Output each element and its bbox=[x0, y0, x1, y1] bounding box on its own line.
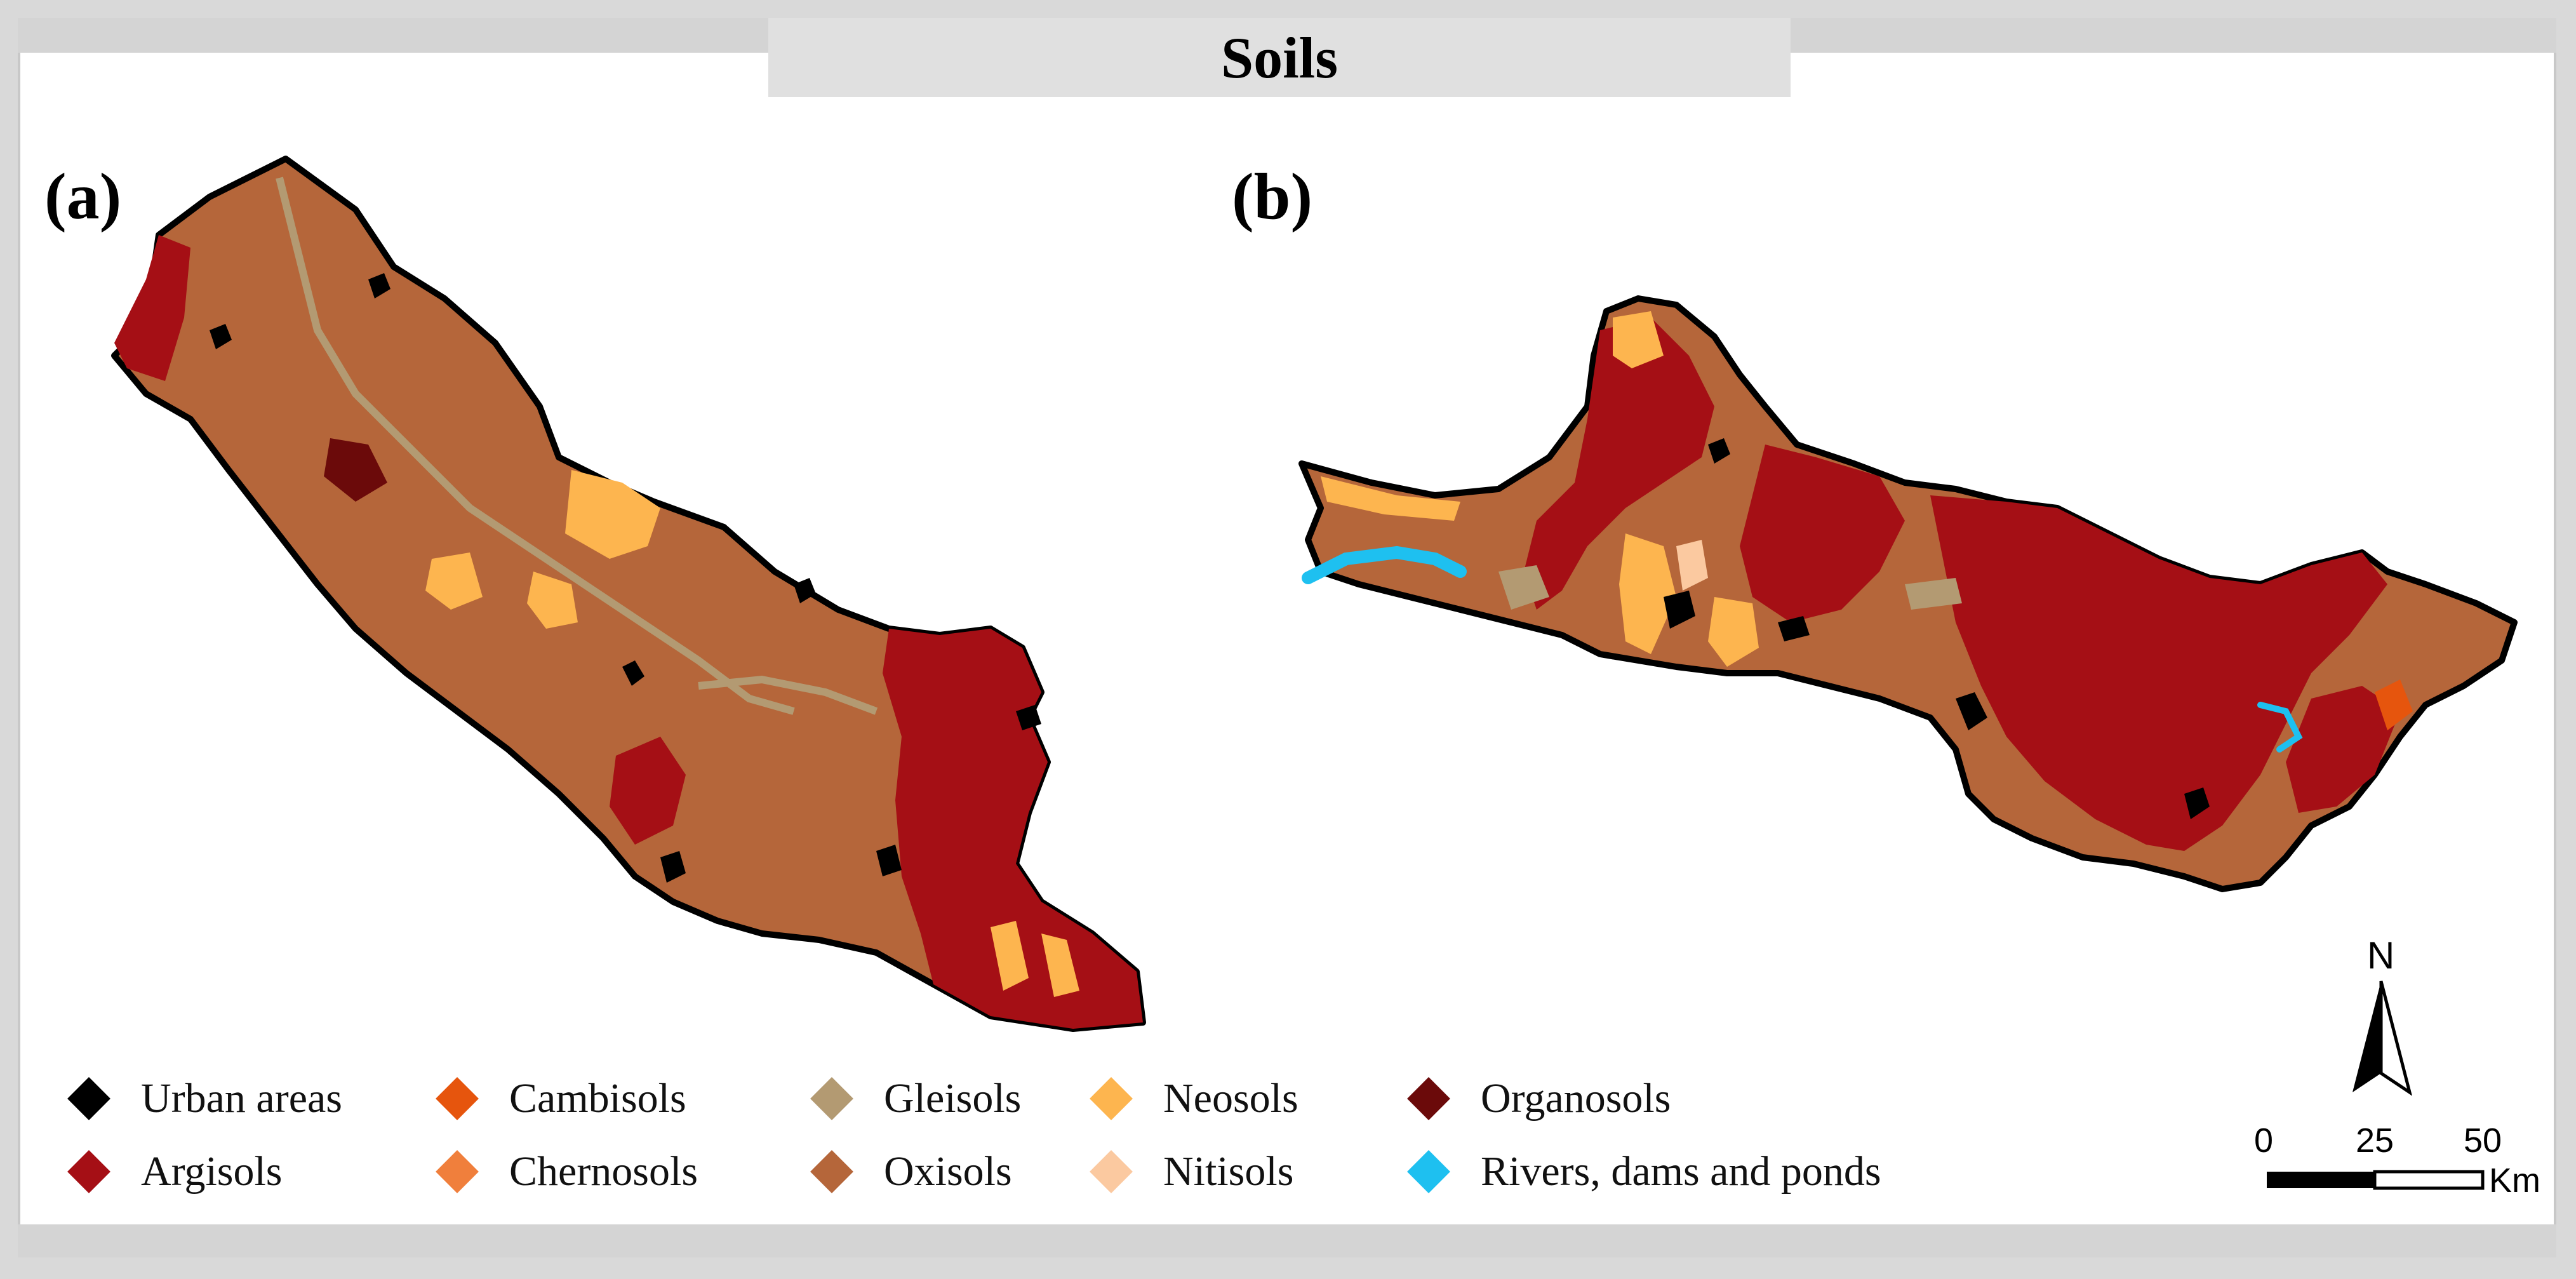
map-a-neosols-2 bbox=[425, 552, 483, 610]
map-a-urban-5 bbox=[876, 845, 902, 876]
map-b-gleisols-2 bbox=[1905, 578, 1962, 610]
map-a-urban-7 bbox=[794, 578, 816, 603]
panel-label-b: (b) bbox=[1232, 160, 1313, 233]
map-b-neosols-3 bbox=[1708, 597, 1759, 667]
legend-label: Argisols bbox=[141, 1148, 283, 1195]
map-a-urban-2 bbox=[210, 324, 232, 349]
legend-label: Nitisols bbox=[1163, 1148, 1294, 1195]
map-b-urban-5 bbox=[1708, 438, 1730, 464]
legend-item-gleisols: Gleisols bbox=[806, 1073, 1021, 1124]
legend-label: Organosols bbox=[1481, 1075, 1671, 1122]
legend-label: Rivers, dams and ponds bbox=[1481, 1148, 1881, 1195]
scale-bar-icon bbox=[2267, 1170, 2485, 1190]
legend-item-oxisols: Oxisols bbox=[806, 1146, 1012, 1197]
title-box: Soils bbox=[768, 18, 1791, 97]
map-b-river-2 bbox=[2257, 702, 2303, 753]
map-b-argisols-2 bbox=[1740, 445, 1905, 622]
map-b-gleisols-1 bbox=[1498, 565, 1549, 610]
map-a-argisols-center bbox=[610, 737, 686, 845]
scale-unit: Km bbox=[2489, 1162, 2540, 1200]
map-a bbox=[111, 156, 1146, 1032]
legend-swatch bbox=[1090, 1150, 1133, 1193]
map-a-gleisols-2 bbox=[698, 675, 878, 715]
map-b-urban-4 bbox=[2184, 787, 2210, 819]
north-letter: N bbox=[2367, 934, 2395, 977]
map-b-urban-2 bbox=[1778, 616, 1810, 641]
map-a-neosols-east bbox=[991, 921, 1079, 997]
map-a-organosols bbox=[324, 438, 387, 502]
legend-swatch bbox=[1407, 1077, 1450, 1120]
map-a-urban-3 bbox=[622, 660, 644, 686]
map-a-urban-4 bbox=[660, 851, 686, 883]
map-b-nitisols bbox=[1676, 540, 1708, 591]
legend-swatch bbox=[436, 1077, 479, 1120]
map-b-river-1 bbox=[1302, 546, 1467, 584]
legend-swatch bbox=[810, 1150, 853, 1193]
legend-swatch bbox=[1407, 1150, 1450, 1193]
map-b-argisols-3 bbox=[1930, 495, 2387, 851]
map-b-argisols-1 bbox=[1524, 318, 1714, 610]
legend-swatch bbox=[67, 1077, 110, 1120]
legend-item-urban-areas: Urban areas bbox=[63, 1073, 342, 1124]
figure-title: Soils bbox=[1220, 25, 1338, 90]
legend-swatch bbox=[436, 1150, 479, 1193]
map-a-neosols-3 bbox=[527, 572, 578, 629]
legend-item-nitisols: Nitisols bbox=[1086, 1146, 1293, 1197]
legend-item-rivers-dams-ponds: Rivers, dams and ponds bbox=[1403, 1146, 1881, 1197]
legend-label: Oxisols bbox=[884, 1148, 1012, 1195]
panel-label-a: (a) bbox=[44, 160, 122, 233]
scale-tick-0: 0 bbox=[2254, 1122, 2274, 1160]
bottom-band bbox=[18, 1224, 2556, 1257]
north-arrow-icon bbox=[2352, 981, 2413, 1096]
legend-label: Cambisols bbox=[509, 1075, 686, 1122]
map-b bbox=[1298, 295, 2518, 892]
legend-swatch bbox=[810, 1077, 853, 1120]
legend-swatch bbox=[1090, 1077, 1133, 1120]
map-a-urban-1 bbox=[368, 273, 390, 298]
map-b-urban-1 bbox=[1664, 591, 1695, 629]
map-a-neosols-1 bbox=[565, 470, 660, 559]
legend-swatch bbox=[67, 1150, 110, 1193]
map-a-gleisols bbox=[276, 177, 795, 715]
legend-item-chernosols: Chernosols bbox=[432, 1146, 698, 1197]
map-b-neosols-4 bbox=[1613, 311, 1664, 368]
map-b-urban-3 bbox=[1956, 692, 1987, 730]
map-a-argisols-west bbox=[114, 235, 190, 381]
map-b-cambisols bbox=[2375, 680, 2413, 730]
legend-label: Urban areas bbox=[141, 1075, 342, 1122]
scale-tick-25: 25 bbox=[2356, 1122, 2394, 1160]
legend-item-neosols: Neosols bbox=[1086, 1073, 1298, 1124]
legend-item-argisols: Argisols bbox=[63, 1146, 283, 1197]
map-a-urban-6 bbox=[1016, 705, 1041, 730]
map-b-neosols-1 bbox=[1321, 476, 1460, 521]
legend-label: Gleisols bbox=[884, 1075, 1022, 1122]
map-a-argisols-east bbox=[883, 629, 1143, 1029]
legend-item-organosols: Organosols bbox=[1403, 1073, 1671, 1124]
scale-tick-50: 50 bbox=[2464, 1122, 2502, 1160]
legend-label: Neosols bbox=[1163, 1075, 1298, 1122]
map-b-argisols-4 bbox=[2286, 686, 2400, 813]
legend-label: Chernosols bbox=[509, 1148, 698, 1195]
legend-item-cambisols: Cambisols bbox=[432, 1073, 686, 1124]
map-b-neosols-2 bbox=[1619, 533, 1676, 654]
